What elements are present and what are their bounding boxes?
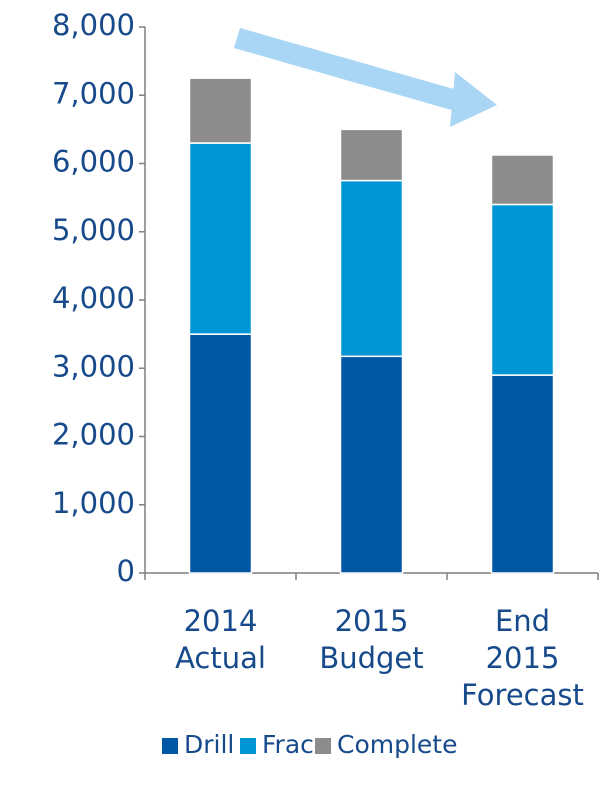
bar-segment — [188, 333, 253, 574]
bar-segment — [490, 203, 555, 376]
y-tick-label: 4,000 — [52, 281, 135, 315]
bar-segment — [339, 128, 404, 182]
x-tick-label-line: End — [495, 604, 550, 638]
legend-swatch — [162, 738, 178, 754]
y-tick-label: 8,000 — [52, 8, 135, 42]
y-tick-label: 1,000 — [52, 486, 135, 520]
x-tick-label-line: Budget — [319, 641, 423, 675]
y-tick-label: 2,000 — [52, 418, 135, 452]
x-tick-label-line: Actual — [175, 641, 266, 675]
legend-swatch — [315, 738, 331, 754]
x-tick-label: 2014 Actual — [175, 604, 266, 675]
y-tick-label: 3,000 — [52, 349, 135, 383]
bar-segment — [188, 77, 253, 144]
x-tick-label: 2015 Budget — [319, 604, 423, 675]
legend-label: Drill — [184, 730, 234, 759]
bar-segment — [188, 142, 253, 335]
legend-label: Frac — [262, 730, 314, 759]
bar-segment — [490, 374, 555, 574]
legend-swatch — [240, 738, 256, 754]
trend-arrow — [234, 28, 497, 127]
x-tick-label-line: 2015 — [335, 604, 409, 638]
bar-segment — [339, 355, 404, 574]
x-tick-label: End 2015 Forecast — [461, 604, 584, 712]
x-tick-label-line: 2014 — [184, 604, 258, 638]
y-tick-label: 0 — [117, 554, 135, 588]
y-tick-label: 5,000 — [52, 213, 135, 247]
y-tick-label: 7,000 — [52, 76, 135, 110]
x-tick-label-line: Forecast — [461, 678, 584, 712]
x-tick-label-line: 2015 — [486, 641, 560, 675]
bar-segment — [339, 179, 404, 358]
bar-segment — [490, 154, 555, 206]
legend-label: Complete — [337, 730, 457, 759]
y-tick-label: 6,000 — [52, 145, 135, 179]
